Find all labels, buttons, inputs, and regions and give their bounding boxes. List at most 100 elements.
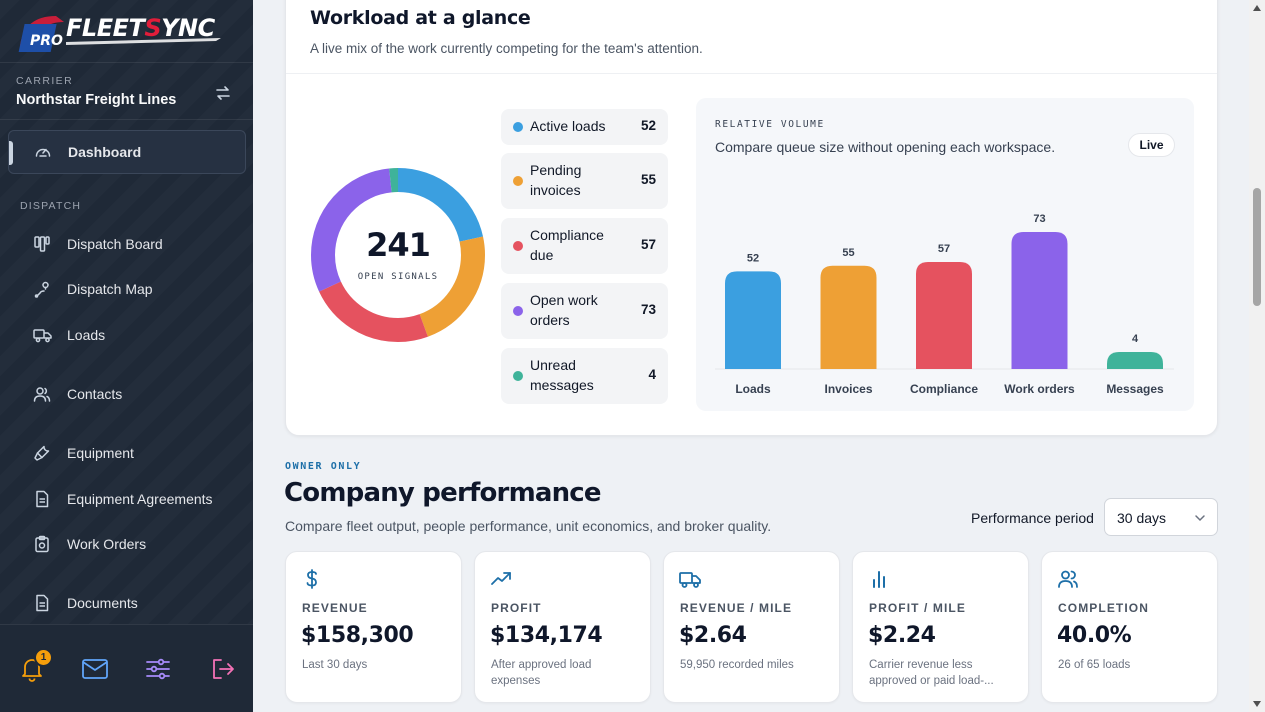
scroll-up-arrow-icon[interactable] — [1252, 4, 1262, 12]
board-icon — [32, 234, 52, 254]
bar-chart-icon — [873, 571, 885, 588]
svg-text:FLEETSYNC: FLEETSYNC — [66, 14, 216, 42]
period-value: 30 days — [1117, 510, 1167, 526]
kpi-value: $2.64 — [679, 623, 747, 648]
legend-value: 4 — [648, 367, 656, 382]
mail-icon[interactable] — [80, 654, 110, 684]
bar-messages[interactable] — [1107, 352, 1163, 369]
swap-carrier-icon[interactable] — [213, 83, 233, 103]
sidebar-footer — [0, 624, 253, 712]
page-scrollbar[interactable] — [1249, 0, 1265, 712]
bar-value-label: 4 — [1132, 333, 1139, 345]
sidebar-item-work-orders[interactable]: Work Orders — [8, 522, 246, 566]
legend-value: 73 — [640, 302, 656, 317]
trend-up-icon — [491, 572, 511, 585]
legend-label: Compliance due — [530, 227, 604, 263]
live-badge: Live — [1128, 133, 1175, 157]
legend-label: Pending invoices — [530, 162, 582, 198]
sidebar-item-dispatch-map[interactable]: Dispatch Map — [8, 267, 246, 311]
chevron-down-icon — [1195, 515, 1205, 522]
owner-only-eyebrow: OWNER ONLY — [285, 461, 362, 472]
dollar-icon — [306, 569, 317, 589]
legend-item-unread-messages[interactable]: Unread messages 4 — [501, 348, 668, 404]
donut-slice-1[interactable] — [311, 168, 485, 342]
document-icon — [32, 489, 52, 509]
open-signals-donut-chart — [311, 168, 485, 342]
legend-value: 52 — [640, 118, 656, 133]
category-tick-label: Messages — [1106, 382, 1164, 396]
legend-dot — [513, 122, 523, 132]
settings-sliders-icon[interactable] — [143, 654, 173, 684]
truck-icon — [32, 325, 52, 345]
sidebar-item-loads[interactable]: Loads — [8, 313, 246, 357]
logout-icon[interactable] — [208, 654, 238, 684]
legend-item-open-work-orders[interactable]: Open work orders 73 — [501, 283, 668, 339]
legend-dot — [513, 241, 523, 251]
legend-item-pending-invoices[interactable]: Pending invoices 55 — [501, 153, 668, 209]
nav-section-dispatch: DISPATCH — [20, 200, 82, 212]
category-tick-label: Work orders — [1004, 382, 1075, 396]
bar-loads[interactable] — [725, 271, 781, 369]
relative-volume-subtitle: Compare queue size without opening each … — [715, 139, 1056, 155]
bar-invoices[interactable] — [820, 265, 877, 369]
kpi-card-profit[interactable]: PROFIT $134,174 After approved load expe… — [474, 551, 651, 703]
sidebar-item-label: Work Orders — [67, 536, 147, 552]
kpi-note: After approved load expenses — [491, 659, 592, 687]
sidebar-item-documents[interactable]: Documents — [8, 581, 246, 625]
scroll-down-arrow-icon[interactable] — [1252, 700, 1262, 708]
scrollbar-thumb[interactable] — [1253, 188, 1261, 306]
sidebar-item-dispatch-board[interactable]: Dispatch Board — [8, 222, 246, 266]
legend-item-active-loads[interactable]: Active loads 52 — [501, 109, 668, 145]
sidebar-item-equipment[interactable]: Equipment — [8, 431, 246, 475]
bar-compliance[interactable] — [916, 262, 972, 369]
bar-value-label: 52 — [747, 252, 759, 264]
sidebar-item-dashboard[interactable]: Dashboard — [8, 130, 246, 174]
kpi-label: REVENUE / MILE — [680, 601, 793, 615]
sidebar: PRO FLEETSYNC CARRIER Northstar Freight … — [0, 0, 253, 712]
donut-total-label: OPEN SIGNALS — [357, 272, 439, 282]
legend-label: Active loads — [530, 118, 606, 134]
sidebar-item-label: Equipment Agreements — [67, 491, 213, 507]
fleetsync-logo[interactable]: PRO FLEETSYNC — [16, 8, 226, 58]
legend-dot — [513, 371, 523, 381]
kpi-value: $134,174 — [490, 623, 603, 648]
donut-slice-3[interactable] — [311, 168, 485, 342]
donut-slice-2[interactable] — [311, 168, 485, 342]
legend-dot — [513, 306, 523, 316]
wrench-icon — [32, 443, 52, 463]
legend-label: Open work orders — [530, 292, 598, 328]
clipboard-icon — [32, 534, 52, 554]
bar-work-orders[interactable] — [1011, 232, 1068, 369]
people-icon — [32, 384, 52, 404]
sidebar-item-equipment-agreements[interactable]: Equipment Agreements — [8, 477, 246, 521]
bar-value-label: 57 — [938, 243, 950, 255]
kpi-card-revenue[interactable]: REVENUE $158,300 Last 30 days — [285, 551, 462, 703]
legend-value: 55 — [640, 172, 656, 187]
kpi-label: PROFIT / MILE — [869, 601, 966, 615]
performance-subtitle: Compare fleet output, people performance… — [285, 518, 772, 534]
divider — [286, 73, 1217, 74]
map-route-icon — [32, 279, 52, 299]
relative-volume-eyebrow: RELATIVE VOLUME — [715, 119, 825, 130]
kpi-card-completion[interactable]: COMPLETION 40.0% 26 of 65 loads — [1041, 551, 1218, 703]
donut-total: 241 — [366, 226, 431, 264]
main-content: Workload at a glance A live mix of the w… — [253, 0, 1249, 712]
kpi-note: 59,950 recorded miles — [680, 659, 794, 671]
performance-period-select[interactable]: 30 days — [1104, 498, 1218, 536]
kpi-label: PROFIT — [491, 601, 542, 615]
category-tick-label: Compliance — [910, 382, 978, 396]
kpi-card-profit-per-mile[interactable]: PROFIT / MILE $2.24 Carrier revenue less… — [852, 551, 1029, 703]
carrier-name: Northstar Freight Lines — [16, 92, 177, 108]
legend-value: 57 — [640, 237, 656, 252]
workload-card: Workload at a glance A live mix of the w… — [285, 0, 1218, 436]
performance-title: Company performance — [284, 478, 602, 508]
donut-slice-4[interactable] — [311, 168, 485, 342]
performance-period-label: Performance period — [971, 510, 1094, 526]
svg-text:PRO: PRO — [30, 33, 63, 49]
legend-item-compliance-due[interactable]: Compliance due 57 — [501, 218, 668, 274]
sidebar-item-contacts[interactable]: Contacts — [8, 372, 246, 416]
kpi-card-revenue-per-mile[interactable]: REVENUE / MILE $2.64 59,950 recorded mil… — [663, 551, 840, 703]
sidebar-item-label: Documents — [67, 595, 138, 611]
workload-subtitle: A live mix of the work currently competi… — [310, 41, 703, 56]
kpi-note: Last 30 days — [302, 659, 368, 671]
